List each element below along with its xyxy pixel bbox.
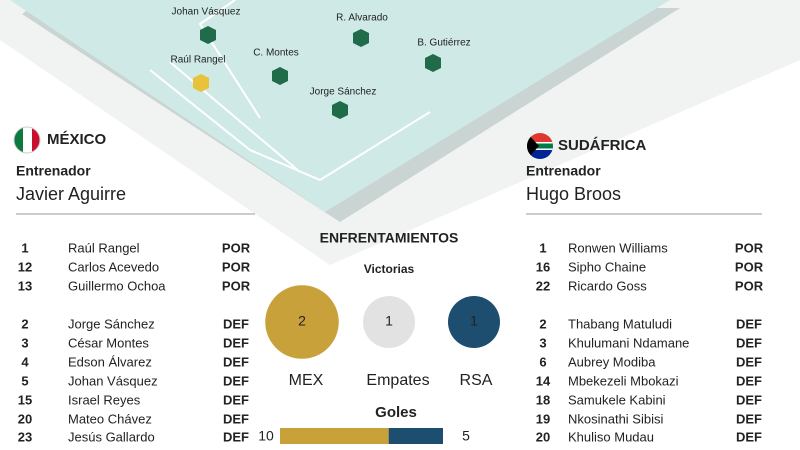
coach-name: Javier Aguirre (16, 184, 126, 204)
goals-value: 5 (462, 428, 470, 444)
player-number: 3 (21, 335, 28, 350)
player-number: 3 (539, 335, 546, 350)
player-number: 4 (21, 354, 29, 369)
wins-bubble (363, 296, 415, 348)
player-position: DEF (736, 316, 762, 331)
player-position: POR (735, 259, 764, 274)
player-name: Aubrey Modiba (568, 354, 656, 369)
player-number: 12 (18, 259, 32, 274)
wins-value: 1 (385, 313, 393, 329)
player-name: Edson Álvarez (68, 354, 152, 369)
player-position: DEF (223, 429, 249, 444)
goals-bar (280, 428, 389, 444)
player-position: POR (222, 259, 251, 274)
player-position: DEF (223, 335, 249, 350)
player-name: Mateo Chávez (68, 411, 152, 426)
player-name: Israel Reyes (68, 392, 141, 407)
player-number: 20 (18, 411, 32, 426)
player-name: César Montes (68, 335, 149, 350)
goals-label: Goles (375, 404, 417, 421)
section-title: ENFRENTAMIENTOS (320, 230, 459, 246)
player-name: Samukele Kabini (568, 392, 666, 407)
player-number: 1 (21, 240, 28, 255)
player-name: Raúl Rangel (68, 240, 140, 255)
player-name: Carlos Acevedo (68, 259, 159, 274)
player-marker (193, 74, 209, 92)
player-number: 5 (21, 373, 28, 388)
player-name: Thabang Matuludi (568, 316, 672, 331)
player-name: Jesús Gallardo (68, 429, 155, 444)
player-name: Khulumani Ndamane (568, 335, 689, 350)
player-number: 13 (18, 278, 32, 293)
wins-category: MEX (289, 372, 324, 389)
player-position: DEF (736, 354, 762, 369)
player-number: 22 (536, 278, 550, 293)
player-number: 16 (536, 259, 550, 274)
player-position: DEF (223, 316, 249, 331)
country: MÉXICO (47, 131, 107, 148)
player-name: Johan Vásquez (68, 373, 158, 388)
player-number: 14 (536, 373, 551, 388)
player-position: DEF (736, 411, 762, 426)
player-position: POR (735, 240, 764, 255)
flag-south-africa (527, 133, 553, 159)
player-name: Ricardo Goss (568, 278, 647, 293)
player-number: 18 (536, 392, 550, 407)
coach-label: Entrenador (526, 163, 601, 179)
player-name: C. Montes (253, 48, 299, 59)
coach-label: Entrenador (16, 163, 91, 179)
player-marker (332, 101, 348, 119)
player-number: 20 (536, 429, 550, 444)
player-marker (425, 54, 441, 72)
flag-mexico (13, 126, 41, 154)
player-position: DEF (736, 335, 762, 350)
goals-value: 10 (258, 428, 274, 444)
player-name: Mbekezeli Mbokazi (568, 373, 679, 388)
player-position: DEF (223, 354, 249, 369)
wins-bubble (265, 285, 339, 359)
pitch-lines (149, 0, 431, 182)
player-number: 6 (539, 354, 546, 369)
player-marker (200, 26, 216, 44)
player-name: B. Gutiérrez (417, 38, 470, 49)
player-number: 15 (18, 392, 32, 407)
player-marker (272, 67, 288, 85)
player-position: DEF (736, 392, 762, 407)
player-position: DEF (223, 392, 249, 407)
player-number: 1 (539, 240, 546, 255)
wins-label: Victorias (364, 262, 415, 276)
player-name: Sipho Chaine (568, 259, 646, 274)
wins-bubble (448, 296, 500, 348)
player-name: Khuliso Mudau (568, 429, 654, 444)
country: SUDÁFRICA (558, 137, 646, 154)
player-name: Johan Vásquez (172, 7, 241, 18)
player-number: 23 (18, 429, 32, 444)
player-name: Nkosinathi Sibisi (568, 411, 663, 426)
player-name: Raúl Rangel (170, 55, 225, 66)
coach-name: Hugo Broos (526, 184, 621, 204)
player-position: POR (222, 240, 251, 255)
player-position: DEF (736, 429, 762, 444)
player-name: Ronwen Williams (568, 240, 668, 255)
player-name: R. Alvarado (336, 13, 388, 24)
wins-value: 2 (298, 313, 306, 329)
wins-value: 1 (470, 313, 478, 329)
player-marker (353, 29, 369, 47)
player-position: DEF (736, 373, 762, 388)
player-position: DEF (223, 373, 249, 388)
player-number: 2 (21, 316, 28, 331)
wins-category: RSA (460, 372, 493, 389)
player-name: Guillermo Ochoa (68, 278, 166, 293)
player-number: 19 (536, 411, 550, 426)
player-name: Jorge Sánchez (310, 87, 377, 98)
player-position: DEF (223, 411, 249, 426)
player-number: 2 (539, 316, 546, 331)
wins-category: Empates (366, 372, 429, 389)
goals-bar (388, 428, 443, 444)
player-position: POR (222, 278, 251, 293)
player-name: Jorge Sánchez (68, 316, 155, 331)
player-position: POR (735, 278, 764, 293)
